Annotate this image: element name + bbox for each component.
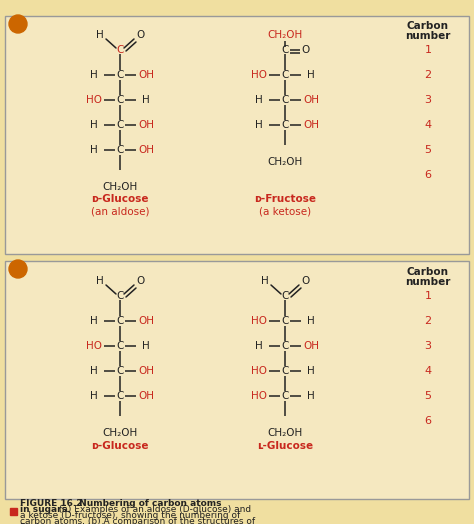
Text: HO: HO bbox=[251, 391, 267, 401]
Text: C: C bbox=[281, 45, 289, 55]
Text: H: H bbox=[90, 145, 98, 155]
FancyBboxPatch shape bbox=[5, 261, 469, 499]
Text: OH: OH bbox=[303, 341, 319, 351]
Text: C: C bbox=[281, 316, 289, 326]
Text: H: H bbox=[307, 70, 315, 80]
Text: (a ketose): (a ketose) bbox=[259, 206, 311, 216]
Text: H: H bbox=[255, 95, 263, 105]
Text: OH: OH bbox=[138, 316, 154, 326]
Text: CH₂OH: CH₂OH bbox=[102, 428, 137, 438]
Text: C: C bbox=[116, 45, 124, 55]
Circle shape bbox=[9, 15, 27, 33]
Text: C: C bbox=[281, 95, 289, 105]
Text: 5: 5 bbox=[425, 145, 431, 155]
Text: H: H bbox=[90, 366, 98, 376]
Text: H: H bbox=[307, 366, 315, 376]
Text: C: C bbox=[116, 95, 124, 105]
Text: 2: 2 bbox=[424, 70, 431, 80]
Text: number: number bbox=[405, 31, 451, 41]
Text: C: C bbox=[281, 70, 289, 80]
Text: H: H bbox=[255, 120, 263, 130]
Text: O: O bbox=[137, 30, 145, 40]
Text: ʟ-Glucose: ʟ-Glucose bbox=[257, 441, 313, 451]
Text: 2: 2 bbox=[424, 316, 431, 326]
Text: C: C bbox=[116, 366, 124, 376]
Text: CH₂OH: CH₂OH bbox=[267, 428, 302, 438]
Text: OH: OH bbox=[303, 120, 319, 130]
Text: 3: 3 bbox=[425, 95, 431, 105]
Text: C: C bbox=[281, 391, 289, 401]
Text: H: H bbox=[96, 276, 104, 286]
Text: OH: OH bbox=[138, 391, 154, 401]
Text: H: H bbox=[96, 30, 104, 40]
Text: HO: HO bbox=[86, 95, 102, 105]
Text: a ketose (D-fructose), showing the numbering of: a ketose (D-fructose), showing the numbe… bbox=[20, 511, 240, 520]
Text: O: O bbox=[302, 276, 310, 286]
Text: H: H bbox=[255, 341, 263, 351]
Text: C: C bbox=[116, 316, 124, 326]
Text: HO: HO bbox=[251, 316, 267, 326]
Text: 4: 4 bbox=[424, 366, 431, 376]
Text: 5: 5 bbox=[425, 391, 431, 401]
Text: O: O bbox=[302, 45, 310, 55]
Text: OH: OH bbox=[138, 145, 154, 155]
Text: HO: HO bbox=[86, 341, 102, 351]
Text: H: H bbox=[261, 276, 269, 286]
Text: C: C bbox=[281, 366, 289, 376]
Text: CH₂OH: CH₂OH bbox=[267, 30, 302, 40]
Text: C: C bbox=[116, 70, 124, 80]
Text: H: H bbox=[90, 316, 98, 326]
Text: Carbon: Carbon bbox=[407, 21, 449, 31]
Text: C: C bbox=[281, 341, 289, 351]
Text: OH: OH bbox=[138, 70, 154, 80]
Text: C: C bbox=[116, 291, 124, 301]
Text: ᴅ-Glucose: ᴅ-Glucose bbox=[91, 441, 149, 451]
Text: C: C bbox=[116, 145, 124, 155]
Text: H: H bbox=[307, 391, 315, 401]
Text: carbon atoms. (b) A comparison of the structures of: carbon atoms. (b) A comparison of the st… bbox=[20, 517, 255, 524]
Text: C: C bbox=[281, 120, 289, 130]
Text: Numbering of carbon atoms: Numbering of carbon atoms bbox=[76, 499, 221, 508]
Text: ᴅ-Glucose: ᴅ-Glucose bbox=[91, 194, 149, 204]
Text: H: H bbox=[90, 70, 98, 80]
Text: (an aldose): (an aldose) bbox=[91, 206, 149, 216]
Text: Carbon: Carbon bbox=[407, 267, 449, 277]
Text: FIGURE 16.2: FIGURE 16.2 bbox=[20, 499, 82, 508]
Text: CH₂OH: CH₂OH bbox=[102, 182, 137, 192]
Text: H: H bbox=[307, 316, 315, 326]
Text: 6: 6 bbox=[425, 416, 431, 426]
Text: 4: 4 bbox=[424, 120, 431, 130]
Text: in sugars.: in sugars. bbox=[20, 505, 70, 514]
Text: OH: OH bbox=[138, 120, 154, 130]
Circle shape bbox=[9, 260, 27, 278]
Text: H: H bbox=[90, 391, 98, 401]
Bar bbox=[10, 508, 17, 515]
Text: H: H bbox=[142, 341, 150, 351]
FancyBboxPatch shape bbox=[5, 16, 469, 254]
Text: D-glucose and L-glucose.: D-glucose and L-glucose. bbox=[20, 523, 134, 524]
Text: H: H bbox=[142, 95, 150, 105]
Text: A: A bbox=[14, 19, 22, 29]
Text: CH₂OH: CH₂OH bbox=[267, 157, 302, 167]
Text: OH: OH bbox=[138, 366, 154, 376]
Text: OH: OH bbox=[303, 95, 319, 105]
Text: HO: HO bbox=[251, 70, 267, 80]
Text: number: number bbox=[405, 277, 451, 287]
Text: 1: 1 bbox=[425, 291, 431, 301]
Text: 6: 6 bbox=[425, 170, 431, 180]
Text: HO: HO bbox=[251, 366, 267, 376]
Text: C: C bbox=[116, 391, 124, 401]
Text: C: C bbox=[281, 291, 289, 301]
Text: 3: 3 bbox=[425, 341, 431, 351]
Text: H: H bbox=[90, 120, 98, 130]
Text: C: C bbox=[116, 341, 124, 351]
Text: B: B bbox=[14, 264, 22, 274]
Text: ᴅ-Fructose: ᴅ-Fructose bbox=[254, 194, 316, 204]
Text: 1: 1 bbox=[425, 45, 431, 55]
Text: (a) Examples of an aldose (D-glucose) and: (a) Examples of an aldose (D-glucose) an… bbox=[56, 505, 251, 514]
Text: C: C bbox=[116, 120, 124, 130]
Text: O: O bbox=[137, 276, 145, 286]
